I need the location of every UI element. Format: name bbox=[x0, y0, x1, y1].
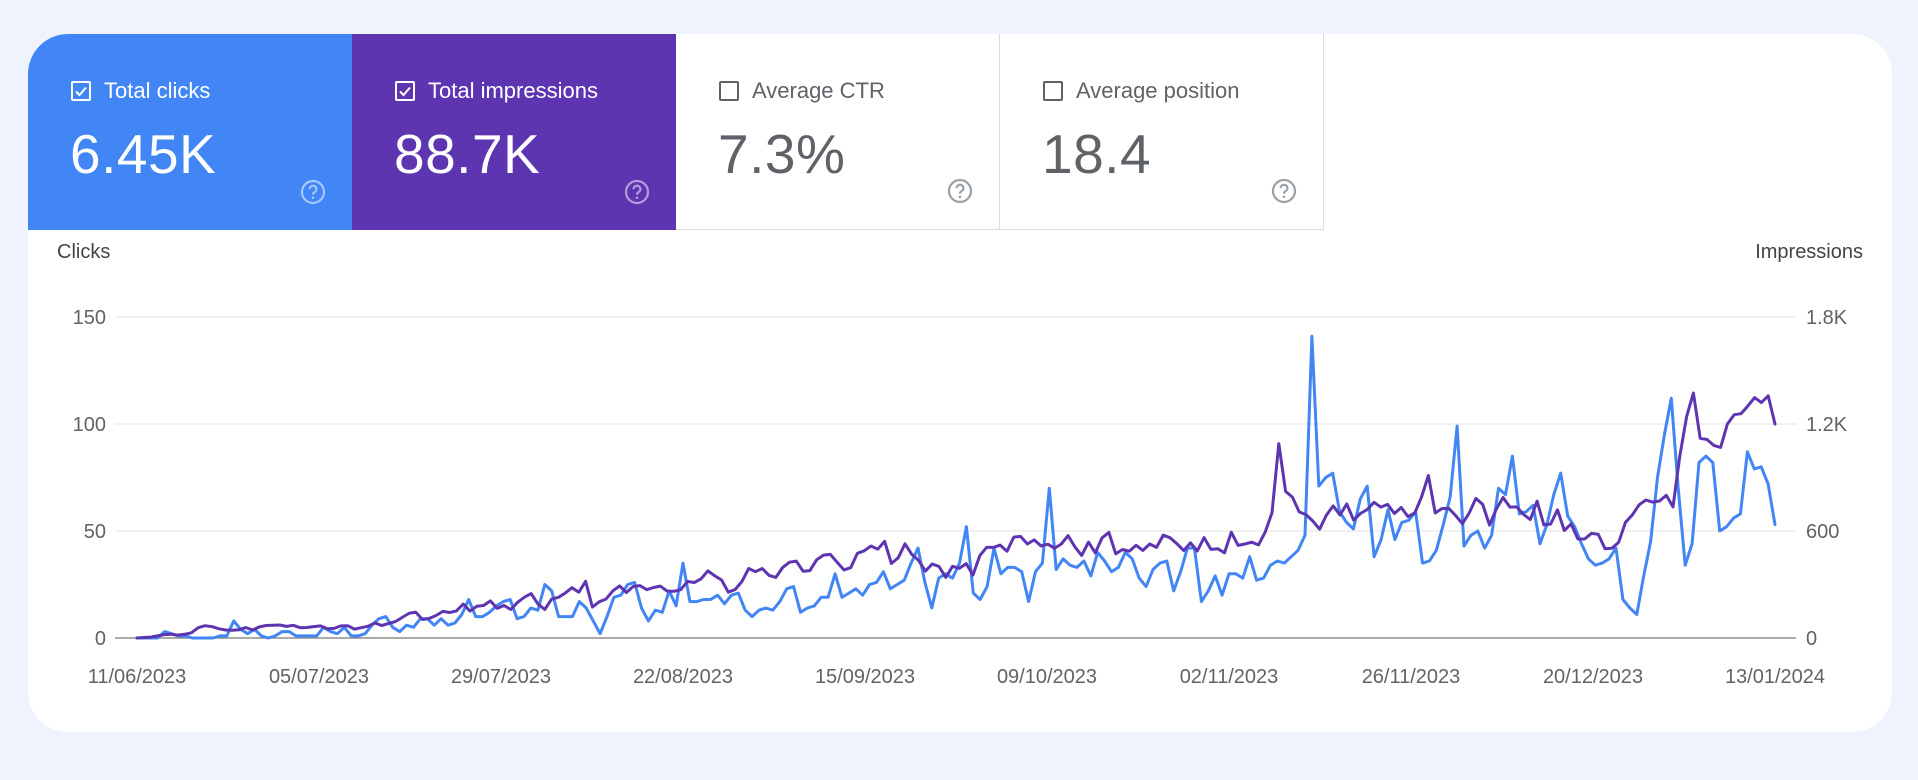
help-icon[interactable] bbox=[299, 178, 327, 206]
checkbox-checked-icon[interactable] bbox=[71, 81, 91, 101]
help-icon[interactable] bbox=[1270, 177, 1298, 205]
x-tick-label: 11/06/2023 bbox=[88, 666, 187, 688]
x-tick-label: 26/11/2023 bbox=[1362, 666, 1461, 688]
x-tick-label: 20/12/2023 bbox=[1543, 666, 1643, 688]
series-line-clicks bbox=[135, 334, 1777, 640]
x-tick-label: 02/11/2023 bbox=[1180, 666, 1279, 688]
help-icon[interactable] bbox=[946, 177, 974, 205]
metric-label-row: Average CTR bbox=[719, 78, 885, 104]
metric-label: Total clicks bbox=[104, 78, 211, 103]
checkbox-checked-icon[interactable] bbox=[395, 81, 415, 101]
checkbox-unchecked-icon[interactable] bbox=[1043, 81, 1063, 101]
metric-label: Average CTR bbox=[752, 78, 885, 103]
metric-value: 88.7K bbox=[394, 123, 541, 185]
x-tick-label: 05/07/2023 bbox=[269, 666, 369, 688]
left-tick-label: 100 bbox=[73, 414, 106, 436]
metric-label: Average position bbox=[1076, 78, 1240, 103]
x-tick-label: 29/07/2023 bbox=[451, 666, 551, 688]
metric-label-row: Total clicks bbox=[71, 78, 210, 104]
metric-tabs: Total clicks 6.45K Total impressions 88.… bbox=[28, 34, 1324, 230]
left-tick-label: 0 bbox=[95, 628, 106, 650]
x-tick-label: 15/09/2023 bbox=[815, 666, 915, 688]
performance-card: Total clicks 6.45K Total impressions 88.… bbox=[28, 34, 1892, 732]
metric-label-row: Total impressions bbox=[395, 78, 598, 104]
left-tick-label: 50 bbox=[84, 521, 106, 543]
metric-value: 7.3% bbox=[718, 123, 846, 185]
series-line-impressions bbox=[135, 391, 1777, 640]
right-tick-label: 0 bbox=[1806, 628, 1817, 650]
help-icon[interactable] bbox=[623, 178, 651, 206]
left-tick-label: 150 bbox=[73, 307, 106, 329]
x-tick-label: 13/01/2024 bbox=[1725, 666, 1825, 688]
metric-value: 6.45K bbox=[70, 123, 217, 185]
x-tick-label: 09/10/2023 bbox=[997, 666, 1097, 688]
metric-total-impressions[interactable]: Total impressions 88.7K bbox=[352, 34, 676, 230]
metric-label-row: Average position bbox=[1043, 78, 1240, 104]
checkbox-unchecked-icon[interactable] bbox=[719, 81, 739, 101]
metric-value: 18.4 bbox=[1042, 123, 1152, 185]
x-tick-label: 22/08/2023 bbox=[633, 666, 733, 688]
metric-average-ctr[interactable]: Average CTR 7.3% bbox=[676, 34, 1000, 230]
right-tick-label: 1.8K bbox=[1806, 307, 1848, 329]
metric-average-position[interactable]: Average position 18.4 bbox=[1000, 34, 1324, 230]
metric-total-clicks[interactable]: Total clicks 6.45K bbox=[28, 34, 352, 230]
metric-label: Total impressions bbox=[428, 78, 598, 103]
right-tick-label: 1.2K bbox=[1806, 414, 1848, 436]
right-axis-title: Impressions bbox=[1755, 241, 1863, 263]
left-axis-title: Clicks bbox=[57, 241, 111, 263]
right-tick-label: 600 bbox=[1806, 521, 1839, 543]
